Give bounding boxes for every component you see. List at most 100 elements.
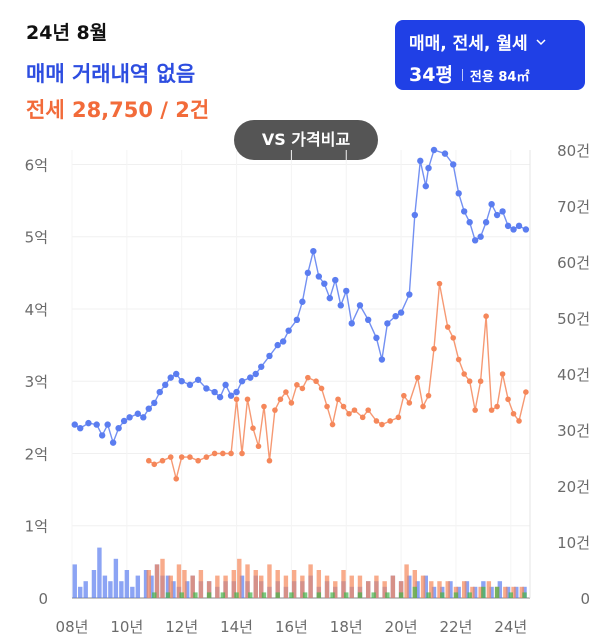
x-tick-label: 10년 xyxy=(110,618,143,636)
area-type-selector[interactable]: 매매, 전세, 월세 34평 전용 84㎡ xyxy=(395,20,585,90)
jeonse-volume-bar xyxy=(198,570,204,598)
sale-price-point xyxy=(488,200,495,208)
rent-volume-bar xyxy=(522,592,527,598)
jeonse-price-point xyxy=(406,400,413,406)
sale-price-point xyxy=(98,432,106,439)
jeonse-volume-bar xyxy=(445,581,450,598)
jeonse-price-point xyxy=(401,392,407,399)
selected-month: 24년 8월 xyxy=(26,22,108,44)
rent-volume-bar xyxy=(152,592,157,598)
jeonse-volume-bar xyxy=(176,564,182,598)
y-left-tick-label: 3억 xyxy=(25,373,48,391)
sale-price-point xyxy=(104,421,111,428)
sale-price-point xyxy=(162,381,169,389)
y-left-tick-label: 4억 xyxy=(25,301,48,319)
x-tick-label: 12년 xyxy=(165,618,198,636)
sale-volume-bar xyxy=(83,581,88,598)
jeonse-price-point xyxy=(294,382,300,388)
jeonse-volume-bar xyxy=(357,575,363,598)
sale-volume-bar xyxy=(135,575,141,598)
sale-price-point xyxy=(227,392,235,399)
sale-price-point xyxy=(315,273,323,280)
jeonse-volume-bar xyxy=(308,564,313,598)
sale-price-point xyxy=(417,157,424,165)
sale-price-point xyxy=(216,393,224,401)
jeonse-price-point xyxy=(455,356,462,363)
sale-volume-bar xyxy=(91,570,97,598)
sale-volume-bar xyxy=(464,581,470,598)
sale-price-point xyxy=(422,182,429,190)
jeonse-price-point xyxy=(220,450,226,457)
jeonse-volume-bar xyxy=(283,575,289,598)
sale-price-point xyxy=(151,399,158,407)
jeonse-price-point xyxy=(499,371,506,377)
sale-price-point xyxy=(392,312,399,320)
rent-volume-bar xyxy=(398,592,404,598)
y-right-tick-label: 40건 xyxy=(557,366,590,384)
sale-price-point xyxy=(504,222,512,230)
sale-price-point xyxy=(77,424,84,432)
sale-price-point xyxy=(425,164,432,172)
sale-price-point xyxy=(293,316,301,324)
jeonse-price-point xyxy=(145,457,152,464)
jeonse-price-point xyxy=(387,418,393,424)
sale-price-point xyxy=(430,146,438,154)
sale-price-point xyxy=(304,269,312,277)
y-right-tick-label: 70건 xyxy=(557,198,590,216)
sale-price-point xyxy=(348,320,355,327)
sale-price-point xyxy=(397,309,405,316)
sale-price-point xyxy=(186,381,194,389)
y-right-tick-label: 80건 xyxy=(557,142,590,160)
sale-volume-bar xyxy=(72,564,77,598)
sale-price-point xyxy=(252,370,259,378)
sale-price-point xyxy=(194,376,202,383)
jeonse-volume-bar xyxy=(231,570,237,598)
sale-price-point xyxy=(93,421,100,428)
rent-volume-bar xyxy=(494,586,500,598)
x-tick-label: 22년 xyxy=(440,618,473,636)
jeonse-volume-bar xyxy=(160,558,165,598)
sale-volume-bar xyxy=(239,575,245,598)
jeonse-volume-bar xyxy=(429,581,434,598)
jeonse-price-point xyxy=(233,396,240,403)
jeonse-price-point xyxy=(211,450,218,457)
sale-volume-bar xyxy=(497,581,503,598)
jeonse-volume-bar xyxy=(316,570,322,598)
sale-price-point xyxy=(266,352,273,360)
jeonse-volume-bar xyxy=(412,570,418,598)
jeonse-price-point xyxy=(283,389,289,395)
sale-price-point xyxy=(211,388,218,396)
sale-price-point xyxy=(274,341,281,349)
sale-price-point xyxy=(299,298,306,305)
sale-price-point xyxy=(247,374,254,381)
sale-volume-bar xyxy=(514,586,519,598)
rent-volume-bar xyxy=(234,592,239,598)
x-tick-label: 14년 xyxy=(220,618,253,636)
jeonse-price-point xyxy=(272,407,278,413)
jeonse-volume-bar xyxy=(168,575,173,598)
jeonse-volume-bar xyxy=(154,564,160,598)
jeonse-price-point xyxy=(255,443,262,450)
jeonse-volume-bar xyxy=(382,581,387,598)
sale-price-point xyxy=(71,421,78,428)
compare-price-button[interactable]: VS 가격비교 xyxy=(234,120,378,160)
jeonse-price-point xyxy=(436,280,443,287)
jeonse-price-point xyxy=(299,385,306,392)
x-tick-label: 16년 xyxy=(275,618,308,636)
jeonse-price-point xyxy=(318,385,325,392)
jeonse-price-point xyxy=(477,378,484,385)
rent-volume-bar xyxy=(508,592,514,598)
jeonse-price-point xyxy=(351,407,358,413)
rent-volume-bar xyxy=(206,592,212,598)
jeonse-price-point xyxy=(324,403,330,410)
jeonse-price-point xyxy=(379,421,385,428)
rent-volume-bar xyxy=(371,592,376,598)
jeonse-price-point xyxy=(444,324,451,330)
x-tick-label: 24년 xyxy=(494,618,527,636)
jeonse-summary: 전세 28,750 / 2건 xyxy=(26,98,210,122)
sale-volume-bar xyxy=(171,581,176,598)
sale-price-point xyxy=(321,280,328,287)
rent-volume-bar xyxy=(248,592,253,598)
jeonse-volume-bar xyxy=(275,570,280,598)
